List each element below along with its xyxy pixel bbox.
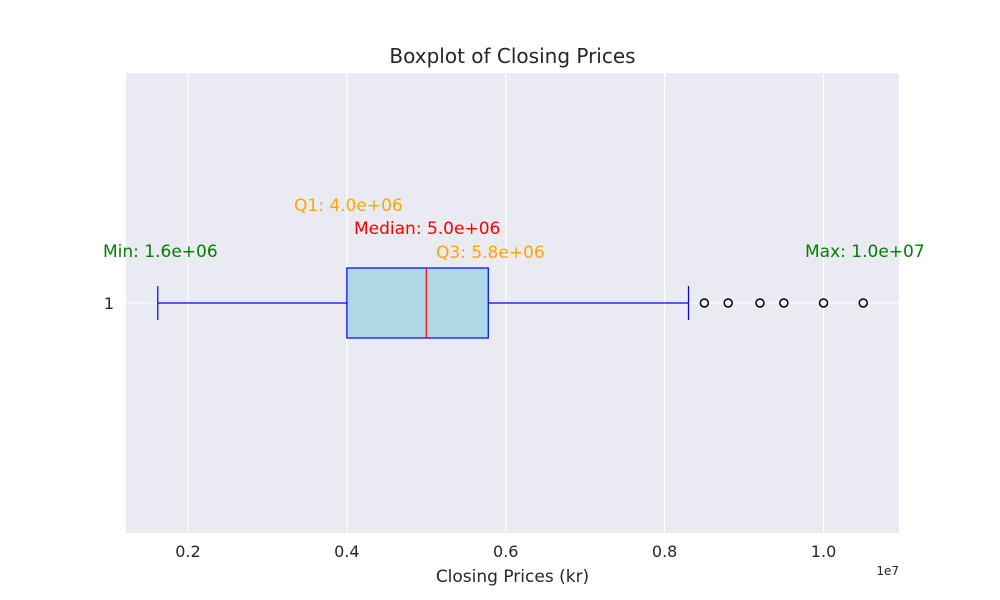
iqr-box	[346, 267, 489, 339]
x-tick-label: 0.4	[334, 542, 359, 561]
outlier-point	[699, 298, 710, 308]
boxplot-group	[157, 267, 868, 339]
x-axis-scale-label: 1e7	[876, 564, 899, 578]
annotation-group: Min: 1.6e+06 Q1: 4.0e+06 Median: 5.0e+06 Q3…	[103, 196, 925, 263]
annotation-median: Median: 5.0e+06	[354, 219, 500, 239]
outlier-point	[858, 298, 868, 308]
outlier-point	[818, 298, 829, 308]
x-tick-label: 0.2	[175, 542, 200, 561]
x-tick-label: 1.0	[811, 542, 836, 561]
annotation-q3: Q3: 5.8e+06	[436, 243, 545, 263]
outlier-point	[723, 298, 733, 308]
chart-title: Boxplot of Closing Prices	[389, 44, 635, 68]
y-tick-label: 1	[104, 294, 114, 313]
outlier-point	[755, 298, 765, 308]
x-tick-label: 0.8	[652, 542, 677, 561]
outlier-point	[779, 298, 789, 308]
annotation-max: Max: 1.0e+07	[805, 242, 925, 262]
annotation-min: Min: 1.6e+06	[103, 242, 218, 262]
x-tick-label: 0.6	[493, 542, 518, 561]
annotation-q1: Q1: 4.0e+06	[294, 196, 403, 216]
x-axis-label: Closing Prices (kr)	[436, 567, 589, 587]
axis-group: 0.2 0.4 0.6 0.8 1.0 1	[104, 294, 836, 561]
